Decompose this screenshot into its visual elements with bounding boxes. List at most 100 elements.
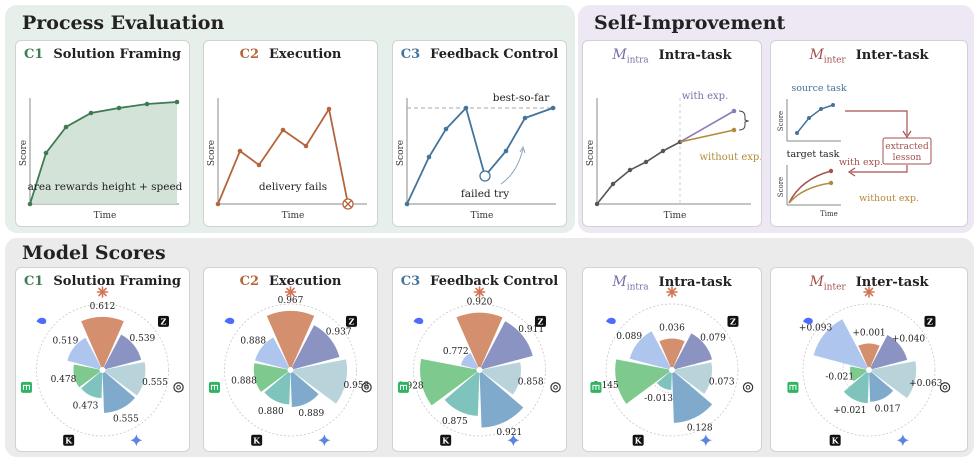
c3-best-annotation: best-so-far — [493, 92, 550, 104]
claude-icon — [666, 286, 678, 298]
deepseek-icon — [224, 317, 235, 325]
radial-bar — [291, 325, 340, 370]
gemini-icon — [130, 434, 143, 447]
radial-value-label: 0.858 — [518, 378, 544, 388]
c3-ylabel: Score — [396, 140, 406, 166]
radial-value-label: 0.967 — [278, 296, 304, 306]
c2-fail-icon — [342, 198, 354, 210]
deepseek-icon — [606, 317, 616, 325]
radial-bar — [264, 371, 291, 405]
radial-bar — [290, 371, 319, 407]
radial-value-label: 0.145 — [593, 381, 619, 391]
zai-icon: Z — [924, 315, 936, 327]
claude-icon — [284, 286, 297, 298]
c2-fail-annotation: delivery fails — [259, 181, 327, 193]
radial-bar — [672, 371, 713, 423]
radial-value-label: +0.063 — [909, 379, 943, 389]
c3-failed-annotation: failed try — [461, 188, 509, 200]
intra-title-text: Intra-task — [658, 48, 732, 63]
svg-text:K: K — [635, 436, 643, 446]
intra-without-label: without exp. — [699, 152, 761, 163]
radial-value-label: 0.555 — [113, 415, 139, 425]
radial-value-label: 0.921 — [496, 428, 522, 438]
intra-base-line — [596, 141, 681, 205]
radial-bar — [81, 371, 103, 399]
svg-text:Z: Z — [161, 317, 167, 327]
radial-value-label: 0.473 — [73, 401, 99, 411]
zai-icon: Z — [727, 315, 739, 327]
gemini-icon — [699, 434, 712, 447]
gpt-icon — [173, 382, 184, 393]
intra-xlabel: Time — [664, 211, 687, 221]
kimi-icon: K — [251, 434, 263, 446]
intra-code: Mintra — [612, 47, 649, 66]
inter-schematic-plot: source task Score extracted lesson targe… — [777, 83, 932, 218]
radial-bar — [615, 359, 670, 404]
c3-failed-try-marker — [479, 170, 491, 182]
inter-source-line — [796, 104, 834, 134]
radial-value-label: 0.073 — [709, 377, 735, 387]
reference-ring — [224, 303, 357, 437]
c1-ylabel: Score — [19, 140, 29, 166]
radial-bar — [813, 319, 868, 370]
kimi-icon: K — [63, 434, 75, 446]
inter-code: Minter — [809, 47, 846, 66]
radial-bar — [656, 371, 672, 390]
inter-without-exp-curve — [788, 182, 832, 204]
radial-value-label: 0.888 — [231, 377, 257, 387]
radial-bar — [104, 361, 146, 396]
radial-bar — [67, 337, 102, 370]
radial-value-label: +0.040 — [892, 335, 926, 345]
svg-text:K: K — [253, 436, 261, 446]
inter-with-exp-curve — [788, 170, 832, 204]
radial-bar — [292, 359, 348, 404]
inter-task-card: Minter Inter-task source task Score extra… — [770, 40, 968, 227]
intra-gap-brace — [738, 110, 750, 131]
radial-value-label: 0.875 — [442, 417, 468, 427]
intra-with-exp-line — [679, 110, 735, 143]
reference-ring — [36, 303, 169, 437]
zai-icon: Z — [345, 315, 357, 327]
radial-bar — [81, 316, 124, 368]
radial-value-label: 0.958 — [344, 381, 370, 391]
radial-bar — [871, 361, 917, 399]
gpt-icon — [550, 382, 561, 393]
radial-value-label: -0.013 — [644, 394, 673, 404]
c2-schematic-plot: delivery fails Score Time — [207, 98, 367, 221]
score-c3-title: C3 Feedback Control — [400, 274, 559, 289]
radial-value-label: 0.036 — [659, 324, 685, 334]
radial-bar — [870, 335, 908, 370]
c1-schematic-plot: area rewards height + speed Score Time — [19, 98, 183, 221]
c1-xlabel: Time — [94, 211, 117, 221]
self-improvement-title: Self-Improvement — [594, 12, 786, 34]
score-card-intra: Mintra Intra-task 0.036 0.079 Z 0.073 0.128 -0… — [582, 267, 762, 452]
claude-icon — [863, 286, 875, 298]
radial-bar — [420, 358, 478, 406]
svg-text:K: K — [442, 436, 450, 446]
radial-bar — [73, 364, 101, 388]
claude-icon — [96, 286, 109, 298]
radial-value-label: 0.772 — [443, 347, 469, 357]
radial-bar — [674, 362, 713, 394]
radial-value-label: 0.519 — [53, 336, 79, 346]
radial-bar — [103, 334, 142, 370]
radial-value-label: 0.880 — [258, 407, 284, 417]
radial-bar — [843, 371, 869, 404]
inter-lesson-box — [882, 137, 932, 165]
radial-bar — [102, 371, 136, 413]
c3-title-text: Feedback Control — [430, 47, 559, 62]
radial-bar — [444, 371, 480, 416]
score-card-c3: C3 Feedback Control 0.920 0.911 Z 0.858 0.921… — [392, 267, 567, 452]
radial-bar — [266, 310, 315, 368]
deepseek-icon — [36, 317, 47, 325]
inter-card-title: Minter Inter-task — [771, 47, 967, 66]
radial-value-label: -0.021 — [825, 373, 854, 383]
radial-value-label: 0.920 — [467, 298, 493, 308]
inter-without-label: without exp. — [859, 193, 919, 204]
inter-title-text: Inter-task — [855, 48, 929, 63]
c3-card-title: C3 Feedback Control — [393, 47, 566, 62]
radial-bar — [253, 363, 289, 392]
c1-area-annotation: area rewards height + speed — [28, 181, 183, 193]
